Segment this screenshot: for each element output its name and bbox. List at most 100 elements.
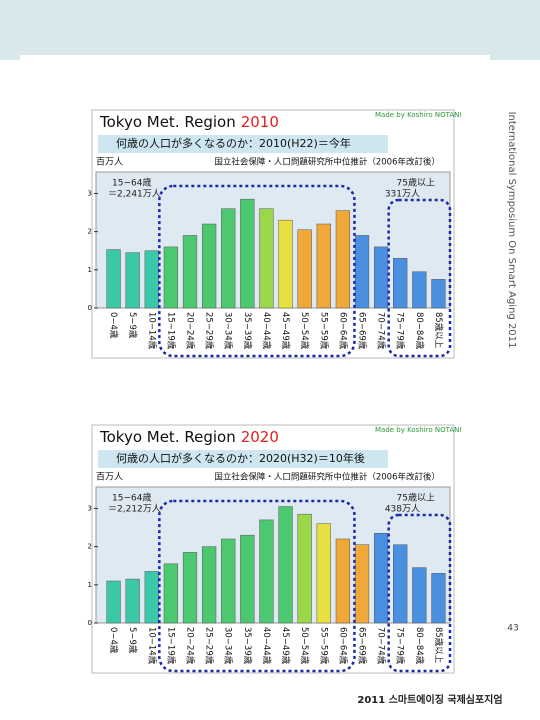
x-tick-label: 5−9歳: [127, 312, 138, 339]
credit: Made by Koshiro NOTANI: [375, 111, 461, 119]
x-tick-label: 25−29歳: [204, 627, 215, 665]
bar: [431, 573, 446, 624]
bar: [106, 580, 121, 624]
bar: [297, 513, 312, 624]
x-tick-label: 75−79歳: [395, 627, 406, 665]
x-tick-label: 55−59歳: [318, 312, 329, 350]
highlight-box: [387, 513, 452, 673]
x-tick-label: 35−39歳: [242, 627, 253, 665]
x-tick-label: 30−34歳: [223, 312, 234, 350]
x-tick-label: 65−69歳: [357, 312, 368, 350]
bar: [431, 279, 446, 309]
title-year: 2020: [241, 428, 279, 446]
y-tick-label: 2: [88, 228, 92, 236]
side-strip: [490, 60, 540, 660]
bar: [393, 258, 408, 309]
x-tick-label: 10−14歳: [146, 312, 157, 350]
y-tick-label: 3: [88, 504, 92, 512]
x-tick-label: 85歳以上: [433, 312, 444, 349]
y-tick-label: 1: [88, 266, 92, 274]
y-tick-label: 0: [88, 619, 92, 627]
bar: [240, 198, 255, 309]
subtitle: 何歳の人口が多くなるのか：2010(H22)＝今年: [116, 136, 351, 150]
annotation: 331万人: [385, 189, 420, 200]
bar: [144, 571, 159, 624]
x-tick-label: 65−69歳: [357, 627, 368, 665]
x-tick-label: 80−84歳: [414, 312, 425, 350]
bar: [240, 534, 255, 624]
x-tick-label: 45−49歳: [280, 627, 291, 665]
x-tick-label: 15−19歳: [165, 627, 176, 665]
annotation: 75歳以上: [397, 177, 435, 189]
bar: [125, 252, 140, 309]
x-tick-label: 30−34歳: [223, 627, 234, 665]
x-tick-label: 0−4歳: [108, 627, 119, 654]
x-tick-label: 15−19歳: [165, 312, 176, 350]
bar: [278, 506, 293, 624]
bar: [278, 219, 293, 309]
y-tick-label: 3: [88, 189, 92, 197]
subtitle-band: [98, 135, 388, 153]
bar: [412, 567, 427, 624]
bar: [201, 223, 217, 309]
source: 国立社会保障・人口問題研究所中位推計（2006年改訂後）: [214, 157, 440, 168]
x-tick-label: 10−14歳: [146, 627, 157, 665]
y-axis-label: 百万人: [96, 157, 123, 168]
bar: [259, 208, 274, 309]
annotation: 15−64歳: [112, 177, 151, 189]
bar: [201, 546, 217, 624]
x-tick-label: 85歳以上: [433, 627, 444, 664]
title-text: Tokyo Met. Region: [99, 428, 236, 446]
annotation: 75歳以上: [397, 492, 435, 504]
highlight-box: [158, 184, 356, 358]
x-tick-label: 55−59歳: [318, 627, 329, 665]
bar: [182, 235, 198, 309]
bar: [373, 246, 389, 309]
x-tick-label: 50−54歳: [299, 627, 310, 665]
x-tick-label: 20−24歳: [185, 627, 196, 665]
bar: [373, 533, 389, 624]
header-band: [0, 0, 540, 60]
bar: [106, 249, 121, 309]
source: 国立社会保障・人口問題研究所中位推計（2006年改訂後）: [214, 472, 440, 483]
x-tick-label: 80−84歳: [414, 627, 425, 665]
annotation: 15−64歳: [112, 492, 151, 504]
subtitle-band: [98, 450, 388, 468]
bar: [221, 208, 236, 309]
bar: [144, 250, 159, 309]
y-tick-label: 2: [88, 543, 92, 551]
bar: [393, 544, 408, 624]
x-tick-label: 0−4歳: [108, 312, 119, 339]
page-number: 43: [507, 624, 518, 634]
x-tick-label: 45−49歳: [280, 312, 291, 350]
bar: [163, 563, 179, 624]
bar: [316, 523, 331, 624]
x-tick-label: 35−39歳: [242, 312, 253, 350]
title-year: 2010: [241, 113, 279, 131]
subtitle: 何歳の人口が多くなるのか：2020(H32)＝10年後: [116, 451, 365, 465]
x-tick-label: 25−29歳: [204, 312, 215, 350]
x-tick-label: 50−54歳: [299, 312, 310, 350]
bar: [335, 210, 351, 309]
y-tick-label: 0: [88, 304, 92, 312]
x-tick-label: 70−74歳: [376, 627, 387, 665]
bar: [412, 271, 427, 309]
bar: [259, 519, 274, 624]
x-tick-label: 20−24歳: [185, 312, 196, 350]
bar: [354, 235, 370, 309]
highlight-box: [387, 198, 452, 358]
y-tick-label: 1: [88, 581, 92, 589]
footer: 2011 스마트에이징 국제심포지엄: [357, 693, 502, 706]
x-tick-label: 40−44歳: [261, 627, 272, 665]
bar: [297, 229, 312, 309]
credit: Made by Koshiro NOTANI: [375, 426, 461, 434]
annotation: 438万人: [385, 504, 420, 515]
x-tick-label: 60−64歳: [337, 627, 348, 665]
x-tick-label: 5−9歳: [127, 627, 138, 654]
x-tick-label: 60−64歳: [337, 312, 348, 350]
bar: [354, 544, 370, 624]
chart-title: Tokyo Met. Region 2010: [99, 113, 279, 131]
bar: [335, 538, 351, 624]
x-tick-label: 40−44歳: [261, 312, 272, 350]
x-tick-label: 75−79歳: [395, 312, 406, 350]
